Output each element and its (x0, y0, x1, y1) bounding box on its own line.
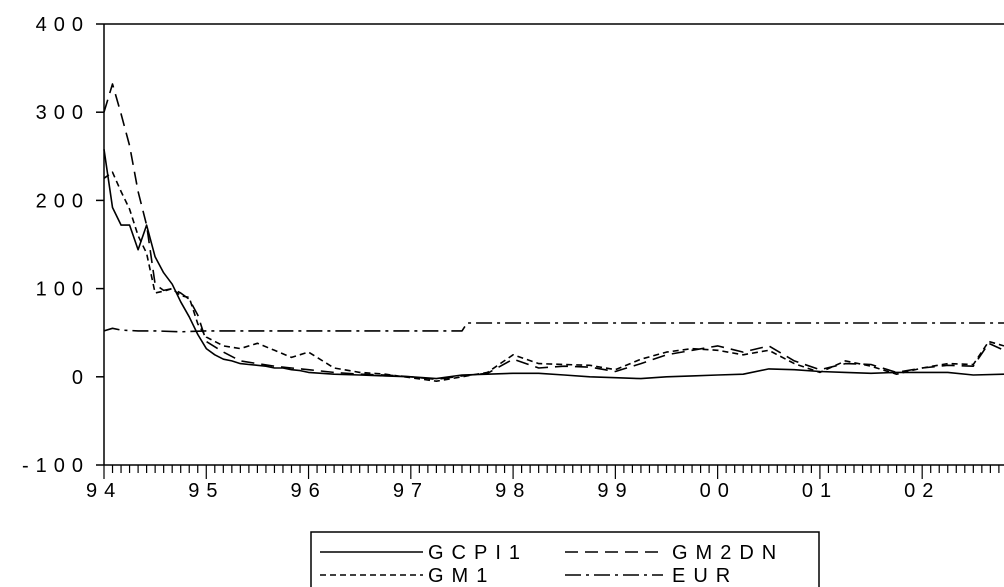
x-tick-label-96: 96 (291, 480, 327, 502)
series-layer (103, 83, 1004, 383)
series-line-eur (103, 322, 1004, 333)
series-line-gcpi1 (103, 149, 1004, 380)
y-tick-label-200: 200 (36, 190, 90, 212)
y-tick-label-400: 400 (36, 14, 90, 36)
x-tick-label-94: 94 (86, 480, 122, 502)
legend-label-gcpi1: GCPI1 (428, 542, 528, 564)
x-tick-label-97: 97 (393, 480, 429, 502)
legend: GCPI1 GM2DN GM1 EUR (310, 531, 820, 587)
y-tick-label--100: -100 (22, 455, 90, 477)
x-tick-label-02: 02 (904, 480, 940, 502)
y-axis-ticks: 400 300 200 100 0 -100 (22, 14, 104, 477)
legend-box (310, 531, 820, 587)
series-line-gm2dn (103, 83, 1004, 381)
y-tick-label-0: 0 (72, 367, 90, 389)
series-line-gm1 (103, 171, 1004, 383)
x-tick-label-01: 01 (802, 480, 838, 502)
x-axis-ticks: 94 95 96 97 98 99 00 01 02 (86, 465, 1000, 502)
x-tick-label-98: 98 (495, 480, 531, 502)
x-tick-label-99: 99 (597, 480, 633, 502)
y-tick-label-300: 300 (36, 102, 90, 124)
legend-label-gm2dn: GM2DN (672, 542, 784, 564)
y-tick-label-100: 100 (36, 279, 90, 301)
x-tick-label-00: 00 (700, 480, 736, 502)
plot-frame (103, 23, 1004, 466)
x-tick-label-95: 95 (188, 480, 224, 502)
legend-label-eur: EUR (672, 565, 738, 587)
legend-label-gm1: GM1 (428, 565, 495, 587)
